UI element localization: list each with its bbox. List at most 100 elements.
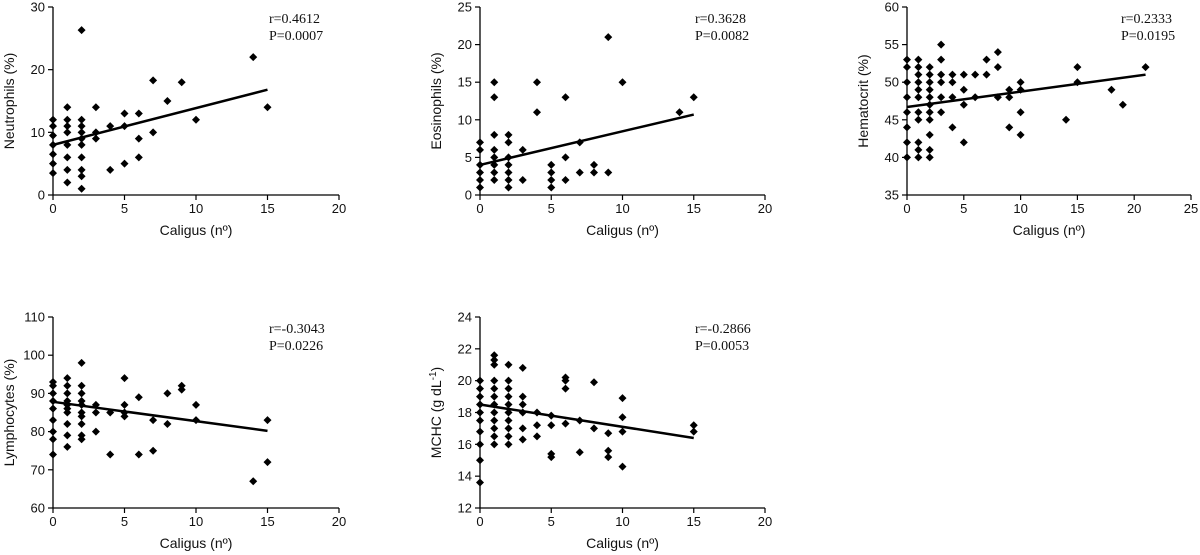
data-point bbox=[925, 130, 934, 139]
data-point bbox=[590, 160, 598, 169]
data-point bbox=[948, 78, 957, 87]
data-point bbox=[77, 408, 86, 417]
data-point bbox=[604, 446, 613, 455]
data-point bbox=[971, 93, 980, 102]
x-tick-label: 20 bbox=[332, 201, 346, 216]
data-point bbox=[914, 70, 923, 79]
data-point bbox=[63, 153, 72, 162]
data-point bbox=[959, 85, 968, 94]
data-point bbox=[914, 63, 923, 72]
data-point bbox=[63, 381, 72, 390]
data-point bbox=[590, 424, 598, 433]
data-point bbox=[689, 427, 698, 436]
data-point bbox=[618, 78, 627, 87]
data-point bbox=[263, 458, 272, 467]
data-point bbox=[561, 93, 570, 102]
data-point bbox=[561, 373, 570, 382]
data-point bbox=[63, 122, 72, 131]
data-point bbox=[490, 153, 499, 162]
data-point bbox=[533, 408, 541, 417]
data-point bbox=[518, 435, 527, 444]
data-point bbox=[106, 122, 115, 131]
data-point bbox=[91, 103, 100, 112]
data-point bbox=[490, 424, 499, 433]
data-point bbox=[49, 377, 57, 386]
data-point bbox=[1005, 123, 1014, 132]
correlation-p-value: P=0.0226 bbox=[269, 339, 323, 354]
data-point bbox=[903, 138, 911, 147]
correlation-p-value: P=0.0082 bbox=[695, 29, 749, 44]
x-tick-label: 5 bbox=[960, 201, 967, 216]
data-point bbox=[77, 26, 86, 35]
data-point bbox=[77, 153, 86, 162]
data-point bbox=[77, 115, 86, 124]
y-axis-label-main: Eosinophils (%) bbox=[428, 52, 444, 149]
data-point bbox=[490, 130, 499, 139]
data-point bbox=[504, 440, 513, 449]
data-point bbox=[937, 108, 946, 117]
y-tick-label: 50 bbox=[885, 75, 899, 90]
data-point bbox=[476, 427, 484, 436]
data-point bbox=[49, 416, 57, 425]
data-point bbox=[561, 175, 570, 184]
data-point bbox=[518, 424, 527, 433]
y-tick-label: 20 bbox=[458, 373, 472, 388]
data-point bbox=[993, 48, 1002, 57]
data-point bbox=[77, 172, 86, 181]
y-tick-label: 0 bbox=[465, 188, 472, 203]
y-axis-label-main: Hematocrit (%) bbox=[855, 54, 871, 147]
data-point bbox=[476, 138, 484, 147]
x-axis-label: Caligus (nº) bbox=[586, 222, 659, 238]
data-point bbox=[561, 419, 570, 428]
data-point bbox=[675, 108, 684, 117]
y-tick-label: 10 bbox=[458, 112, 472, 127]
data-point bbox=[547, 411, 556, 420]
data-point bbox=[504, 432, 513, 441]
data-point bbox=[77, 165, 86, 174]
data-point bbox=[77, 134, 86, 143]
data-point bbox=[134, 109, 143, 118]
correlation-r: r=0.2333 bbox=[1121, 12, 1172, 27]
y-tick-label: 20 bbox=[31, 62, 45, 77]
regression-line bbox=[479, 113, 695, 167]
data-point bbox=[120, 109, 129, 118]
x-tick-label: 10 bbox=[615, 514, 629, 529]
data-point bbox=[134, 393, 143, 402]
data-point bbox=[163, 97, 172, 105]
data-point bbox=[1016, 78, 1025, 87]
data-point bbox=[518, 400, 527, 409]
data-point bbox=[49, 122, 57, 131]
y-axis-label: Lymphocytes (%) bbox=[1, 359, 17, 467]
data-point bbox=[490, 175, 499, 184]
correlation-r: r=0.4612 bbox=[269, 12, 320, 27]
data-point bbox=[49, 404, 57, 413]
data-point bbox=[49, 450, 57, 459]
data-point bbox=[49, 397, 57, 406]
y-tick-label: 14 bbox=[458, 469, 472, 484]
data-point bbox=[63, 103, 72, 112]
data-point bbox=[903, 55, 911, 64]
data-point bbox=[903, 153, 911, 162]
data-point bbox=[604, 168, 613, 177]
y-tick-label: 18 bbox=[458, 405, 472, 420]
data-point bbox=[91, 427, 100, 436]
data-point bbox=[982, 70, 991, 79]
data-point bbox=[1073, 63, 1082, 72]
regression-line bbox=[906, 73, 1146, 109]
data-point bbox=[63, 140, 72, 149]
data-point bbox=[914, 93, 923, 102]
data-point bbox=[63, 389, 72, 398]
data-point bbox=[504, 175, 513, 184]
data-point bbox=[1107, 85, 1116, 94]
data-point bbox=[106, 450, 115, 459]
x-tick-label: 10 bbox=[1013, 201, 1027, 216]
data-point bbox=[91, 408, 100, 417]
data-point bbox=[925, 100, 934, 109]
data-point bbox=[91, 128, 100, 137]
data-point bbox=[490, 355, 499, 364]
data-point bbox=[149, 76, 158, 85]
data-point bbox=[476, 416, 484, 425]
data-point bbox=[476, 183, 484, 192]
x-axis-label: Caligus (nº) bbox=[586, 535, 659, 551]
